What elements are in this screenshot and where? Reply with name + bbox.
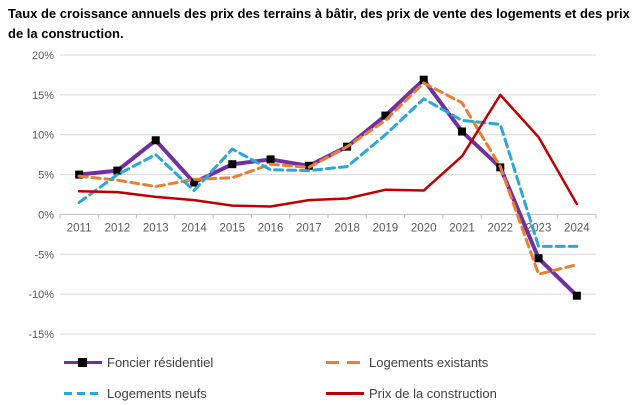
x-axis-tick-label: 2020 — [411, 222, 437, 234]
data-point-marker — [458, 127, 466, 136]
x-axis-tick-label: 2022 — [487, 222, 513, 234]
data-point-marker — [534, 254, 543, 263]
y-axis-tick-label: -15% — [28, 329, 54, 341]
chart-title: Taux de croissance annuels des prix des … — [8, 6, 630, 42]
legend-label: Logements neufs — [107, 386, 207, 401]
x-axis-tick-label: 2013 — [143, 222, 169, 234]
data-point-marker — [113, 166, 122, 175]
series-line-logements-neufs — [77, 97, 579, 248]
y-axis-tick-label: -5% — [34, 249, 54, 261]
legend-label: Foncier résidentiel — [107, 355, 214, 370]
data-point-marker — [266, 155, 275, 164]
orange-dashed-line-icon — [326, 358, 364, 367]
x-axis-tick-label: 2017 — [296, 222, 322, 234]
legend-label: Logements existants — [369, 355, 489, 370]
x-axis-tick-label: 2021 — [449, 222, 475, 234]
x-axis-tick-label: 2019 — [373, 222, 399, 234]
data-point-marker — [190, 178, 198, 187]
x-axis-tick-label: 2014 — [181, 222, 207, 234]
chart-legend: Foncier résidentiel Logements existants … — [64, 355, 584, 401]
chart-canvas: 20% 15% 10% 5% 0% -5% -10% -15% 2011 2012 2013 2014… — [28, 50, 597, 341]
x-axis-tick-label: 2015 — [219, 222, 245, 234]
legend-item-logements-existants: Logements existants — [326, 355, 584, 370]
y-axis-tick-label: 5% — [38, 170, 54, 182]
data-point-marker — [75, 170, 84, 179]
data-point-marker — [228, 160, 237, 169]
data-point-marker — [151, 136, 160, 145]
y-axis-tick-label: 10% — [32, 130, 54, 142]
x-axis-tick-label: 2011 — [67, 222, 92, 234]
data-point-marker — [381, 111, 390, 120]
cyan-dashed-line-icon — [64, 389, 102, 398]
y-axis-tick-label: 20% — [32, 50, 54, 62]
series-line-logements-existants — [77, 81, 579, 276]
series-line-prix-de-la-construction — [77, 93, 579, 208]
x-axis-tick-label: 2018 — [334, 222, 360, 234]
y-axis-tick-label: -10% — [28, 289, 54, 301]
legend-item-logements-neufs: Logements neufs — [64, 386, 326, 401]
red-line-icon — [326, 389, 364, 398]
x-axis-tick-label: 2016 — [258, 222, 284, 234]
x-axis-tick-label: 2024 — [564, 222, 590, 234]
data-point-marker — [572, 291, 581, 300]
series-line-foncier-r-sidentiel — [77, 77, 579, 298]
legend-item-foncier-residentiel: Foncier résidentiel — [64, 355, 326, 370]
legend-label: Prix de la construction — [369, 386, 497, 401]
purple-line-square-marker-icon — [64, 358, 102, 367]
y-axis-tick-label: 15% — [32, 90, 54, 102]
legend-item-prix-construction: Prix de la construction — [326, 386, 584, 401]
y-axis-tick-label: 0% — [38, 209, 54, 221]
x-axis-tick-label: 2012 — [105, 222, 131, 234]
data-point-marker — [419, 75, 428, 84]
